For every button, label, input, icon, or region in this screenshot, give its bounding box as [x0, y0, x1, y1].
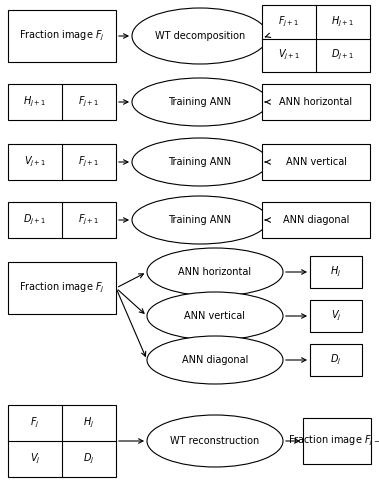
Ellipse shape	[132, 138, 268, 186]
Ellipse shape	[132, 78, 268, 126]
Text: Fraction image $F_{j-1}$: Fraction image $F_{j-1}$	[288, 434, 379, 448]
Bar	[262, 5, 370, 72]
Text: $V_j$: $V_j$	[331, 309, 341, 323]
Bar	[262, 144, 370, 180]
Text: $F_{j+1}$: $F_{j+1}$	[78, 95, 100, 109]
Text: ANN diagonal: ANN diagonal	[182, 355, 248, 365]
Text: $V_{j+1}$: $V_{j+1}$	[24, 155, 46, 169]
Bar	[8, 262, 116, 314]
Text: Training ANN: Training ANN	[168, 157, 232, 167]
Text: ANN vertical: ANN vertical	[285, 157, 346, 167]
Text: $D_{j+1}$: $D_{j+1}$	[23, 213, 47, 227]
Ellipse shape	[147, 248, 283, 296]
Text: WT reconstruction: WT reconstruction	[171, 436, 260, 446]
Bar	[262, 202, 370, 238]
Bar	[310, 344, 362, 376]
Ellipse shape	[147, 292, 283, 340]
Ellipse shape	[132, 196, 268, 244]
Text: $D_{j+1}$: $D_{j+1}$	[331, 48, 355, 62]
Ellipse shape	[147, 415, 283, 467]
Text: ANN horizontal: ANN horizontal	[279, 97, 352, 107]
Text: ANN horizontal: ANN horizontal	[179, 267, 252, 277]
Text: $H_j$: $H_j$	[83, 416, 95, 430]
Bar	[262, 84, 370, 120]
Bar	[303, 418, 371, 464]
Text: $F_{j+1}$: $F_{j+1}$	[78, 213, 100, 227]
Text: ANN diagonal: ANN diagonal	[283, 215, 349, 225]
Text: Fraction image $F_j$: Fraction image $F_j$	[19, 281, 105, 295]
Text: $V_j$: $V_j$	[30, 452, 40, 466]
Bar	[8, 405, 116, 477]
Text: $D_j$: $D_j$	[83, 452, 95, 466]
Bar	[310, 300, 362, 332]
Bar	[8, 202, 116, 238]
Text: $D_j$: $D_j$	[330, 353, 342, 367]
Text: Training ANN: Training ANN	[168, 97, 232, 107]
Ellipse shape	[147, 336, 283, 384]
Bar	[8, 84, 116, 120]
Bar	[310, 256, 362, 288]
Bar	[8, 10, 116, 62]
Text: $F_{j+1}$: $F_{j+1}$	[78, 155, 100, 169]
Text: $F_j$: $F_j$	[30, 416, 40, 430]
Text: $H_{j+1}$: $H_{j+1}$	[23, 95, 47, 109]
Text: Training ANN: Training ANN	[168, 215, 232, 225]
Text: $V_{j+1}$: $V_{j+1}$	[278, 48, 300, 62]
Bar	[8, 144, 116, 180]
Text: $F_{j+1}$: $F_{j+1}$	[278, 14, 300, 29]
Text: $H_{j+1}$: $H_{j+1}$	[331, 14, 355, 29]
Text: ANN vertical: ANN vertical	[185, 311, 246, 321]
Text: $H_j$: $H_j$	[330, 265, 341, 279]
Ellipse shape	[132, 8, 268, 64]
Text: WT decomposition: WT decomposition	[155, 31, 245, 41]
Text: Fraction image $F_j$: Fraction image $F_j$	[19, 29, 105, 43]
